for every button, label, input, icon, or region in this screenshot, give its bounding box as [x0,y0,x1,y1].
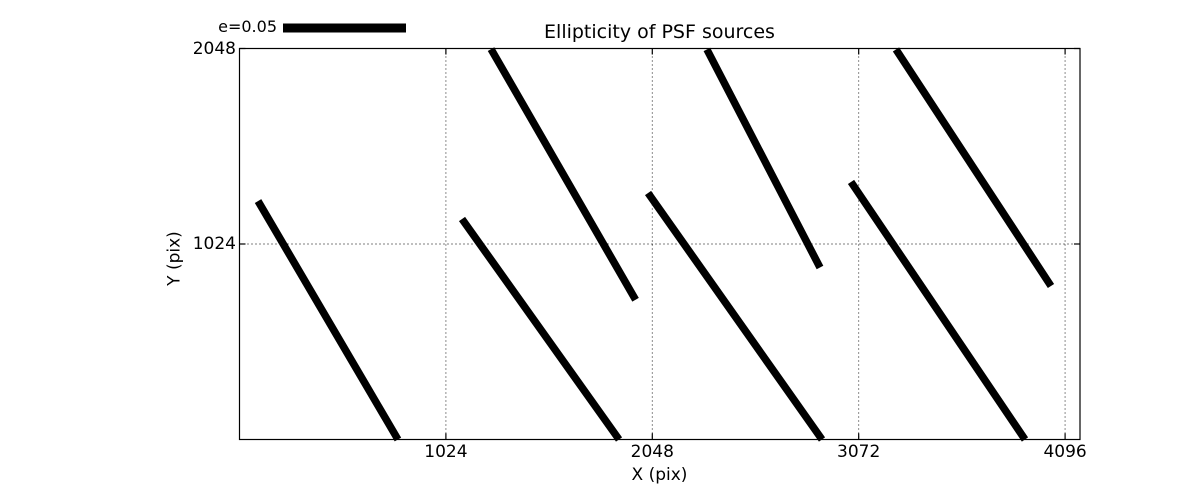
ellipticity-whisker [703,47,824,270]
x-tick-label: 2048 [630,442,674,462]
ellipticity-whisker [892,47,1055,289]
y-tick-label: 2048 [192,38,236,59]
ellipticity-whisker [254,199,402,442]
legend-label: e=0.05 [218,17,277,36]
chart-title: Ellipticity of PSF sources [544,21,775,43]
y-axis-label: Y (pix) [164,231,185,286]
x-tick-label: 1024 [424,442,468,462]
y-tick-label: 1024 [192,234,236,254]
ellipticity-whisker [487,47,639,302]
ellipticity-whisker [458,216,623,442]
ellipticity-whisker [644,190,826,442]
x-tick-label: 3072 [837,442,881,462]
x-axis-label: X (pix) [631,465,688,485]
ellipticity-whisker [847,179,1029,442]
x-tick-label: 4096 [1043,442,1087,462]
